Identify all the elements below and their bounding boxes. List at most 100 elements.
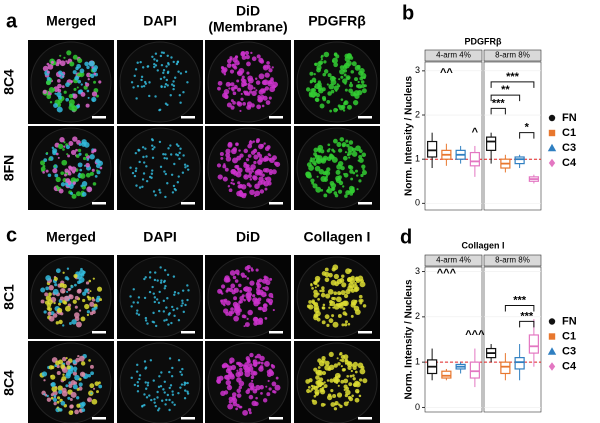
cell	[60, 182, 66, 187]
cell	[96, 169, 99, 172]
cell	[186, 81, 189, 84]
cell	[234, 305, 240, 311]
cell	[133, 74, 136, 78]
cell	[274, 161, 278, 166]
y-axis-label: Norm. Intensity / Nucleus	[404, 279, 415, 399]
cell	[266, 64, 271, 69]
cell	[76, 63, 81, 69]
cell	[314, 62, 317, 66]
cell	[363, 84, 367, 88]
cell	[179, 386, 182, 389]
cell	[228, 287, 234, 293]
cell	[252, 294, 256, 298]
cell	[342, 311, 347, 316]
cell	[251, 170, 255, 173]
cell	[236, 155, 242, 161]
cell	[72, 384, 78, 390]
cell	[76, 73, 80, 77]
cell	[164, 195, 167, 199]
facet-label: 4-arm 4%	[436, 256, 471, 265]
cell	[233, 296, 238, 301]
cell	[78, 143, 82, 146]
cell	[153, 146, 156, 149]
cell	[43, 393, 46, 396]
cell	[329, 378, 334, 383]
cell	[180, 373, 184, 376]
cell	[220, 299, 223, 303]
cell	[342, 78, 348, 84]
cell	[151, 55, 154, 58]
cell	[325, 293, 331, 299]
cell	[169, 144, 172, 147]
cell	[356, 188, 359, 191]
legend-label: C1	[562, 127, 576, 139]
cell	[64, 168, 69, 173]
cell	[156, 69, 159, 72]
cell	[80, 184, 83, 188]
legend-label: C1	[562, 330, 576, 342]
cell	[313, 162, 317, 166]
cell	[339, 65, 345, 70]
cell	[230, 99, 234, 103]
cell	[163, 268, 167, 272]
cell	[361, 170, 367, 176]
cell	[248, 394, 254, 400]
cell	[238, 385, 242, 390]
cell	[85, 281, 90, 285]
cell	[92, 387, 96, 390]
cell	[58, 319, 63, 325]
cell	[351, 186, 355, 190]
cell	[255, 268, 259, 272]
cell	[336, 392, 343, 398]
cell	[264, 286, 269, 291]
cell	[62, 271, 65, 274]
cell	[85, 162, 90, 168]
cell	[349, 81, 352, 84]
cell	[48, 365, 54, 370]
box-body	[528, 334, 539, 354]
cell	[320, 58, 324, 61]
cell	[326, 83, 329, 86]
cell	[167, 62, 170, 65]
cell	[339, 137, 345, 142]
cell	[184, 166, 187, 169]
facet-strip	[483, 254, 542, 267]
cell	[265, 176, 272, 183]
cell	[247, 269, 251, 273]
panel-label: c	[6, 224, 17, 246]
cell	[182, 310, 185, 314]
cell	[336, 378, 341, 383]
cell	[45, 169, 49, 173]
cell	[173, 403, 176, 406]
cell	[159, 191, 162, 194]
cell	[259, 189, 265, 194]
cell	[239, 405, 243, 409]
cell	[135, 97, 138, 100]
cell	[350, 177, 354, 181]
chart-title: PDGFRβ	[465, 36, 503, 46]
cell	[93, 80, 97, 84]
cell	[228, 188, 233, 193]
cell	[47, 173, 52, 178]
cell	[352, 361, 359, 367]
cell	[187, 289, 190, 292]
cell	[135, 312, 139, 315]
cell	[266, 61, 270, 65]
cell	[223, 390, 229, 395]
cell	[89, 364, 94, 369]
cell	[331, 267, 336, 272]
cell	[65, 360, 71, 366]
scale-bar	[269, 202, 283, 205]
cell	[159, 165, 163, 169]
cell	[164, 82, 168, 86]
cell	[232, 57, 238, 63]
cell	[254, 355, 258, 359]
cell	[256, 54, 261, 59]
y-tick-label: 3	[415, 65, 420, 75]
cell	[65, 357, 68, 360]
cell	[89, 383, 95, 389]
cell	[347, 190, 351, 194]
cell	[217, 80, 223, 86]
cell	[56, 364, 60, 369]
cell	[317, 366, 321, 369]
